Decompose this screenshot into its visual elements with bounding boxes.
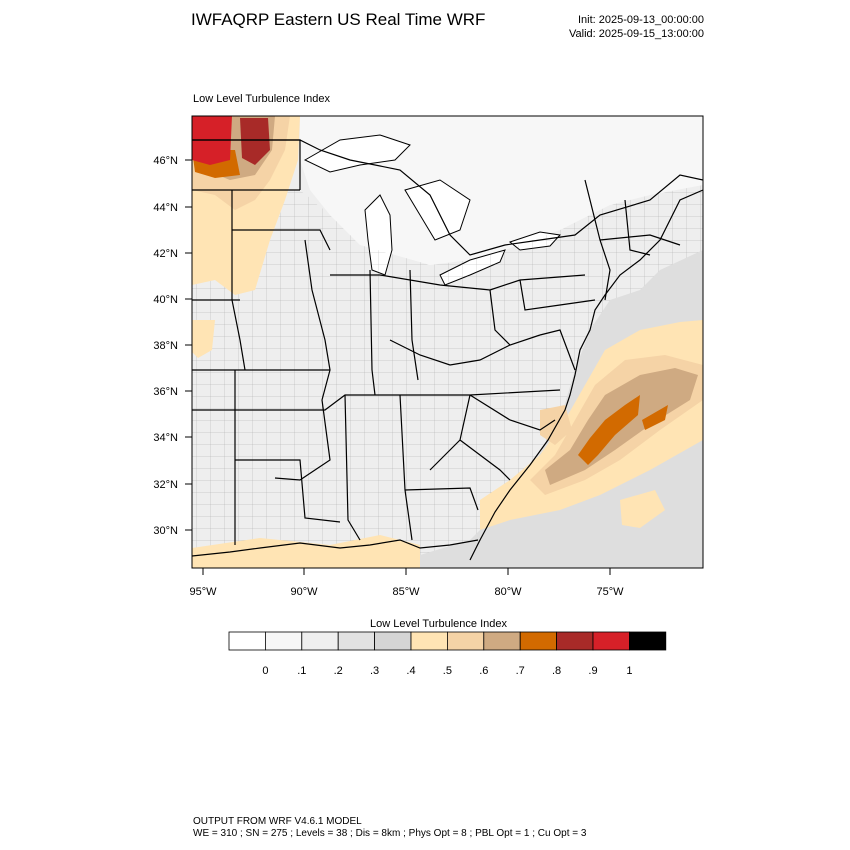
valid-time-label: Valid: 2025-09-15_13:00:00 (569, 28, 704, 40)
colorbar-tick-label: 1 (626, 665, 632, 677)
colorbar-swatch (519, 631, 558, 651)
colorbar-swatch (301, 631, 339, 651)
lat-label: 34°N (153, 432, 178, 444)
lat-label: 30°N (153, 525, 178, 537)
lon-label: 80°W (494, 586, 522, 598)
turb-orange-atl (578, 395, 640, 465)
map-area (192, 116, 703, 568)
main-title: IWFAQRP Eastern US Real Time WRF (191, 10, 486, 29)
turb-orange-atl-2 (642, 405, 668, 430)
colorbar-swatch (228, 631, 266, 651)
colorbar-swatch (446, 631, 485, 651)
turb-gulf-coast (192, 535, 420, 568)
colorbar-tick-label: .6 (479, 665, 488, 677)
latitude-axis: 46°N 44°N 42°N 40°N 38°N 36°N 34°N 32°N … (153, 155, 192, 537)
colorbar-swatch (410, 631, 448, 651)
longitude-axis: 95°W 90°W 85°W 80°W 75°W (189, 568, 624, 598)
map-subtitle: Low Level Turbulence Index (193, 93, 330, 105)
colorbar-tick-label: 0 (262, 665, 268, 677)
state-boundaries (192, 139, 681, 545)
footer-config-line: WE = 310 ; SN = 275 ; Levels = 38 ; Dis … (193, 828, 587, 839)
lat-label: 40°N (153, 294, 178, 306)
footer-model-line: OUTPUT FROM WRF V4.6.1 MODEL (193, 816, 362, 827)
turb-patch-se (620, 490, 665, 528)
colorbar-tick-label: .4 (406, 665, 415, 677)
colorbar-tick-label: .9 (588, 665, 597, 677)
colorbar-tick-label: .8 (552, 665, 561, 677)
lon-label: 90°W (290, 586, 318, 598)
turb-darkred-nw (240, 118, 270, 165)
colorbar-swatch (374, 631, 412, 651)
canada-border (192, 139, 703, 256)
colorbar: 0 .1 .2 .3 .4 .5 .6 .7 .8 .9 1 (228, 631, 667, 677)
colorbar-tick-label: .7 (516, 665, 525, 677)
turb-small-w (192, 320, 215, 358)
lat-label: 44°N (153, 202, 178, 214)
colorbar-swatch (592, 631, 630, 651)
lat-label: 36°N (153, 386, 178, 398)
colorbar-swatch (629, 631, 667, 651)
lat-label: 38°N (153, 340, 178, 352)
init-time-label: Init: 2025-09-13_00:00:00 (578, 14, 704, 26)
lon-label: 85°W (392, 586, 420, 598)
colorbar-tick-label: .2 (334, 665, 343, 677)
colorbar-swatch (556, 631, 594, 651)
lake-superior (303, 134, 411, 173)
lat-label: 32°N (153, 479, 178, 491)
lon-label: 75°W (596, 586, 624, 598)
colorbar-title: Low Level Turbulence Index (370, 618, 507, 630)
colorbar-swatch (483, 631, 521, 651)
colorbar-tick-label: .1 (297, 665, 306, 677)
lon-label: 95°W (189, 586, 217, 598)
colorbar-swatch (264, 631, 303, 651)
colorbar-swatch (337, 631, 376, 651)
coastline (192, 189, 703, 561)
lat-label: 46°N (153, 155, 178, 167)
map-frame (191, 115, 704, 569)
colorbar-tick-label: .5 (443, 665, 452, 677)
colorbar-tick-label: .3 (370, 665, 379, 677)
lat-label: 42°N (153, 248, 178, 260)
